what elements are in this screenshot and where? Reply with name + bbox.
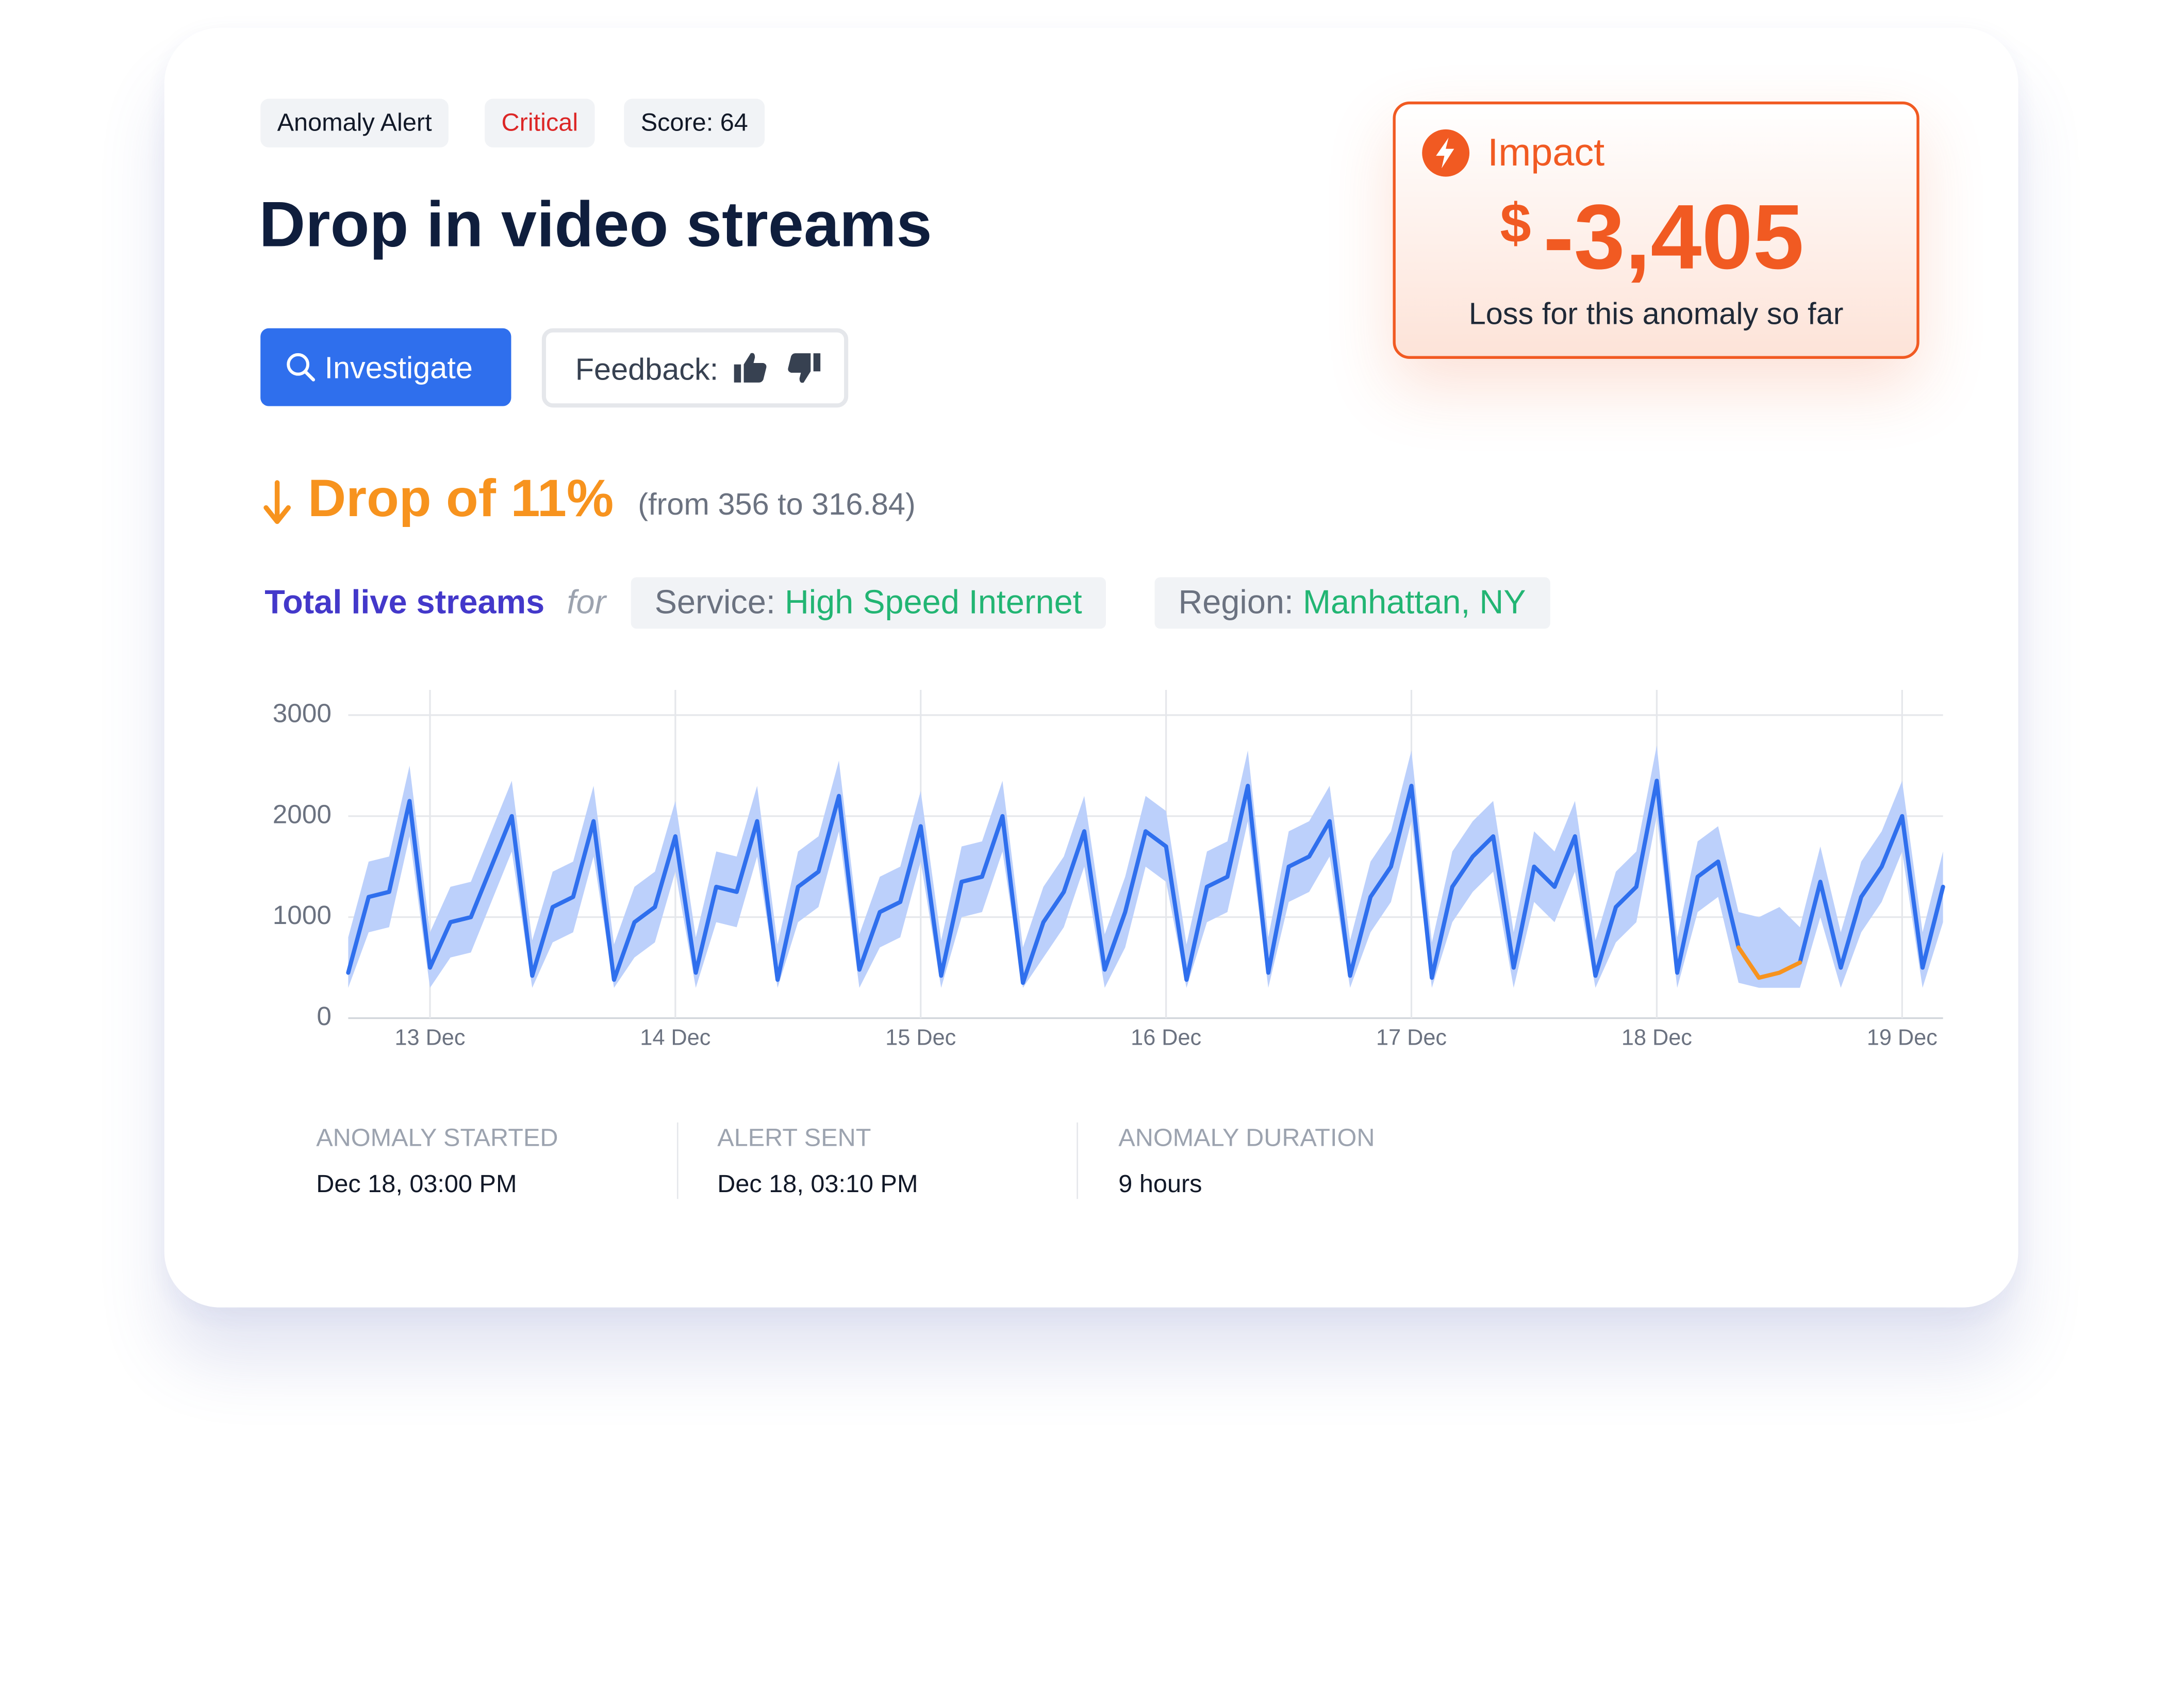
y-tick-label: 1000: [273, 900, 332, 930]
impact-box: Impact $ -3,405 Loss for this anomaly so…: [1393, 101, 1920, 359]
stat-value: Dec 18, 03:10 PM: [717, 1169, 918, 1198]
badge-score: Score: 64: [624, 98, 765, 147]
impact-value: -3,405: [1543, 185, 1804, 288]
drop-detail: (from 356 to 316.84): [638, 487, 916, 522]
y-tick-label: 2000: [273, 799, 332, 829]
filter-service: Service: High Speed Internet: [631, 577, 1106, 629]
filter-region: Region: Manhattan, NY: [1154, 577, 1550, 629]
x-tick-label: 17 Dec: [1376, 1025, 1447, 1050]
investigate-label: Investigate: [324, 350, 473, 386]
drop-text: Drop of 11%: [308, 470, 614, 529]
divider: [676, 1122, 679, 1199]
x-tick-label: 14 Dec: [640, 1025, 710, 1050]
alert-title: Drop in video streams: [259, 188, 932, 260]
filter-key: Region:: [1178, 584, 1294, 622]
filter-value: Manhattan, NY: [1303, 584, 1526, 622]
series-line: [1736, 945, 1802, 980]
x-tick-label: 19 Dec: [1867, 1025, 1938, 1050]
x-tick-label: 15 Dec: [885, 1025, 956, 1050]
stat-value: 9 hours: [1118, 1169, 1202, 1198]
stat-label: ALERT SENT: [717, 1124, 871, 1152]
filter-value: High Speed Internet: [784, 584, 1082, 622]
thumbs-up[interactable]: [733, 351, 769, 387]
x-tick-label: 13 Dec: [395, 1025, 466, 1050]
search-icon: [287, 353, 316, 382]
x-tick-label: 16 Dec: [1131, 1025, 1201, 1050]
badge-critical: Critical: [485, 98, 595, 147]
drop-arrow: [263, 480, 291, 524]
stat-value: Dec 18, 03:00 PM: [316, 1169, 517, 1198]
metric-connector: for: [567, 584, 606, 622]
chart: 0 1000 2000 3000 13 Dec 14 Dec 15 Dec 16 Dec 17 …: [273, 689, 1945, 1050]
investigate-button[interactable]: Investigate: [260, 328, 511, 406]
y-tick-label: 3000: [273, 699, 332, 728]
impact-currency: $: [1500, 193, 1531, 255]
badge: Anomaly Alert: [260, 98, 449, 147]
feedback-label: Feedback:: [575, 352, 719, 387]
stat-label: ANOMALY STARTED: [316, 1124, 558, 1152]
impact-label: Impact: [1487, 130, 1605, 174]
metric-name: Total live streams: [264, 584, 545, 622]
bolt-icon: [1422, 129, 1470, 177]
thumbs-down[interactable]: [786, 351, 822, 387]
expected-band: [348, 745, 1943, 988]
filter-key: Service:: [654, 584, 775, 622]
stat-label: ANOMALY DURATION: [1118, 1124, 1375, 1152]
feedback-box: Feedback:: [541, 328, 849, 408]
divider: [1077, 1122, 1078, 1199]
x-tick-label: 18 Dec: [1622, 1025, 1692, 1050]
impact-caption: Loss for this anomaly so far: [1468, 296, 1844, 332]
y-tick-label: 0: [317, 1001, 332, 1031]
series-line: [346, 779, 1945, 985]
